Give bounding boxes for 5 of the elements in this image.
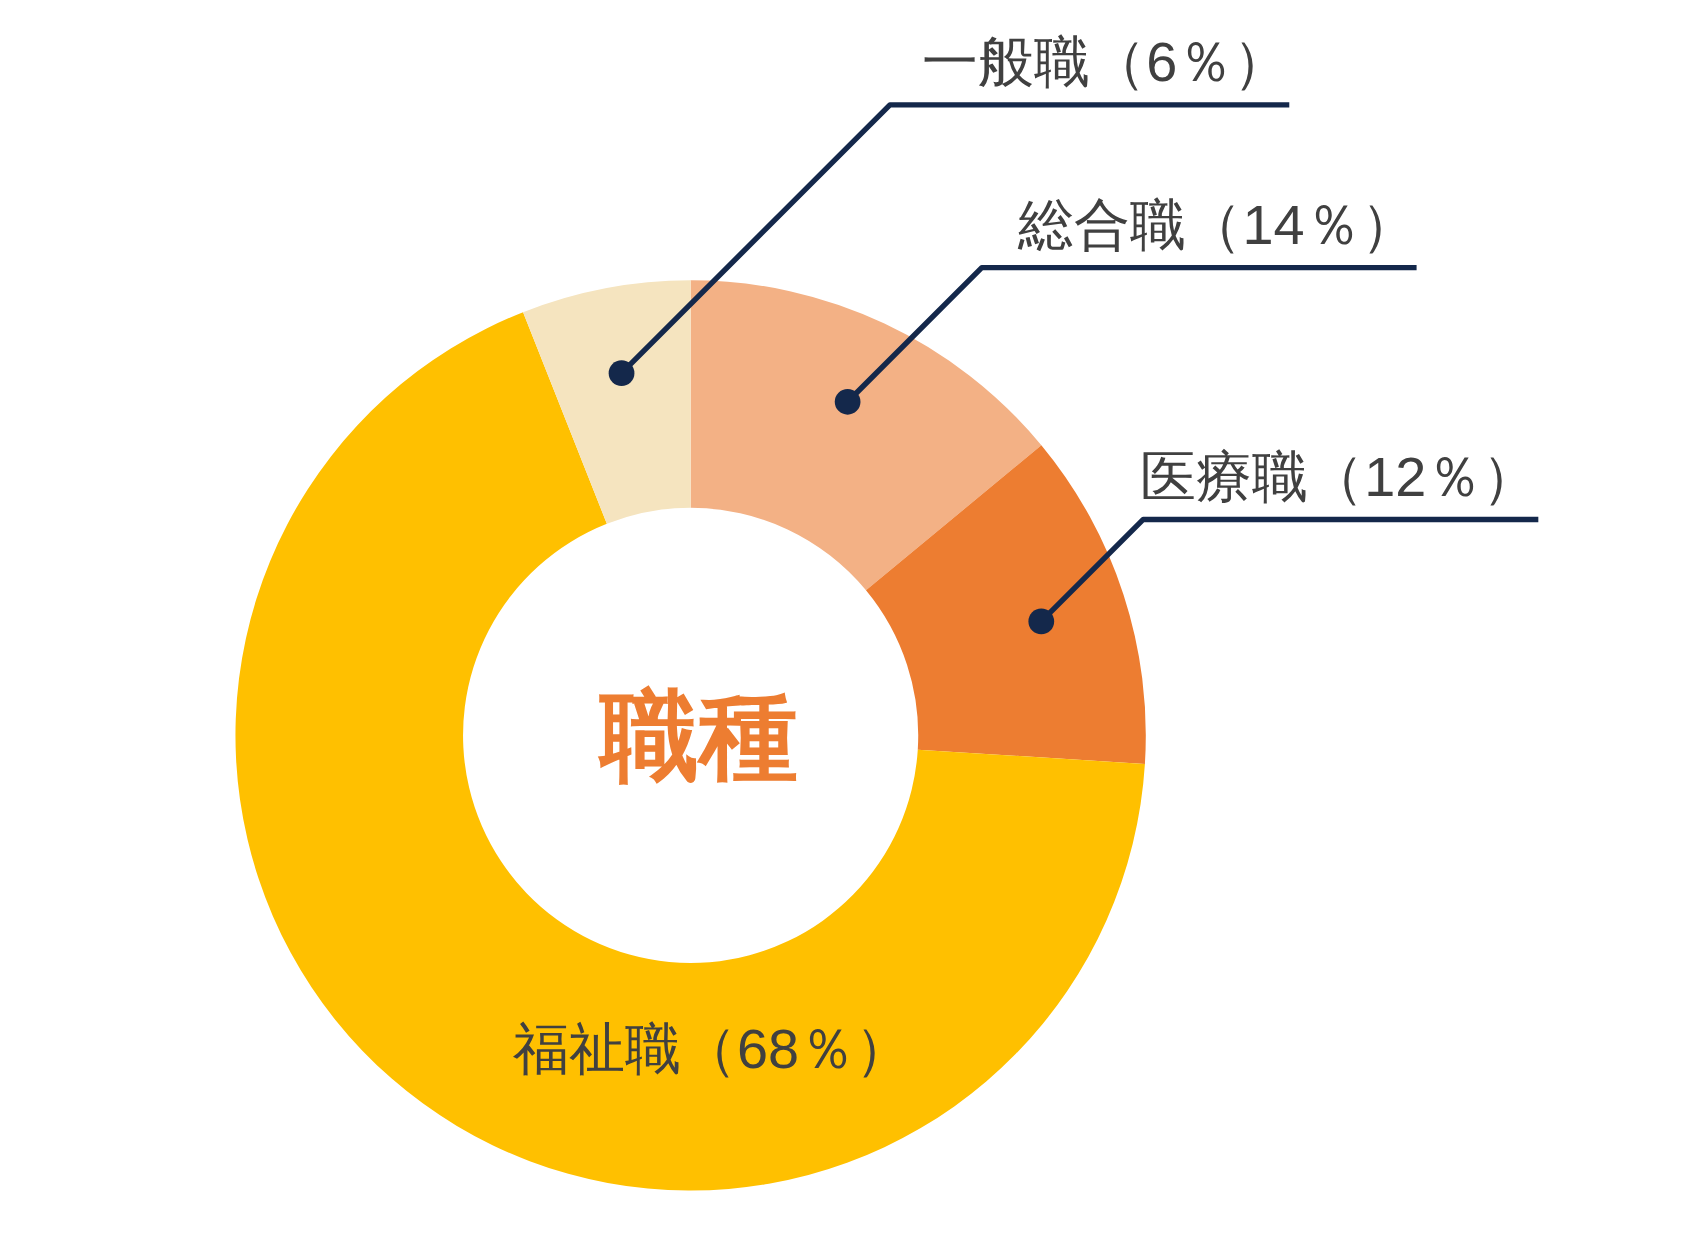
slice-label: 福祉職（68％） [513,1017,912,1081]
text: 職種 [597,680,799,791]
slice-label: 一般職（6％） [922,30,1290,94]
slice-label: 総合職（14％） [1017,192,1417,256]
slice-label: 医療職（12％） [1140,444,1539,508]
